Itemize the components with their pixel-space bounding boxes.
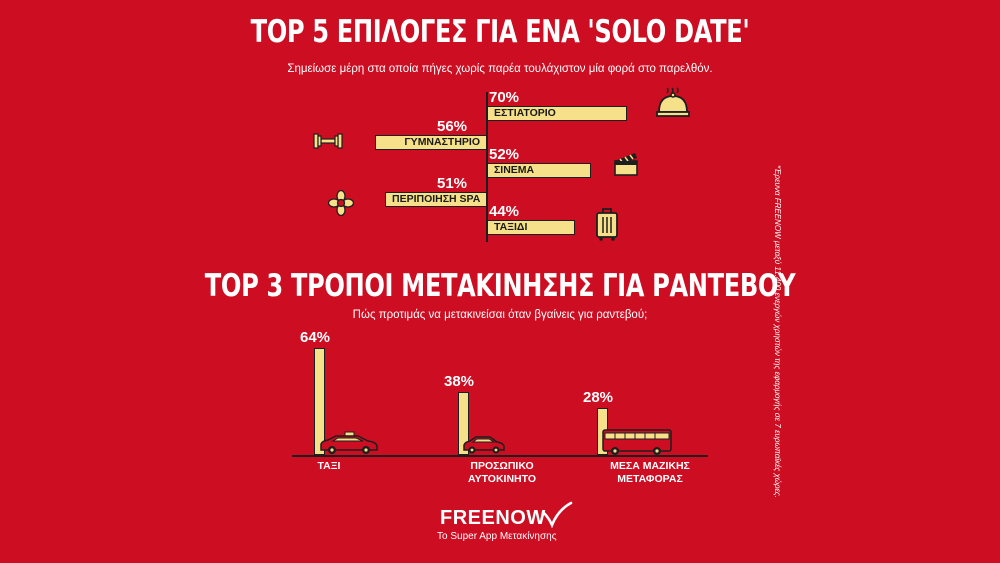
taxi-icon xyxy=(320,431,378,454)
chart1-value-label: 70% xyxy=(489,89,520,106)
bus-icon xyxy=(602,429,672,455)
survey-footnote: *Έρευνα FREENOW μεταξύ 11.400 ενεργών χρ… xyxy=(773,165,782,498)
dumbbell-icon xyxy=(313,133,343,149)
brand-check-icon xyxy=(541,501,573,528)
chart1-value-label: 56% xyxy=(437,118,468,135)
cloche-icon xyxy=(656,87,690,117)
brand-logo: FREENOW xyxy=(440,507,546,530)
chart2-bar-taxi xyxy=(314,348,325,455)
chart1-bar-spa: ΠΕΡΙΠΟΙΗΣΗ SPA xyxy=(385,192,487,207)
chart1-value-label: 44% xyxy=(489,203,520,220)
chart1-category-label: ΠΕΡΙΠΟΙΗΣΗ SPA xyxy=(392,193,481,205)
chart1-category-label: ΓΥΜΝΑΣΤΗΡΙΟ xyxy=(404,136,480,148)
chart2-baseline xyxy=(292,455,708,457)
chart1-category-label: ΤΑΞΙΔΙ xyxy=(494,221,528,233)
chart1-category-label: ΣΙΝΕΜΑ xyxy=(494,164,535,176)
clapperboard-icon xyxy=(614,153,638,176)
chart1-value-label: 52% xyxy=(489,146,520,163)
chart1-category-label: ΕΣΤΙΑΤΟΡΙΟ xyxy=(494,107,556,119)
chart2-subtitle: Πώς προτιμάς να μετακινείσαι όταν βγαίνε… xyxy=(352,309,648,321)
chart2-value-label: 28% xyxy=(583,389,614,407)
chart2-bar-car xyxy=(458,391,469,455)
chart2-title: TOP 3 ΤΡΟΠΟΙ ΜΕΤΑΚΙΝΗΣΗΣ ΓΙΑ ΡΑΝΤΕΒΟΥ xyxy=(204,268,796,304)
chart2-category-label: ΠΡΟΣΩΠΙΚΟ ΑΥΤΟΚΙΝΗΤΟ xyxy=(467,460,537,485)
flower-icon xyxy=(328,190,354,216)
chart1-bar-estiatorio: ΕΣΤΙΑΤΟΡΙΟ xyxy=(487,106,627,121)
chart1-bar-taxidi: ΤΑΞΙΔΙ xyxy=(487,220,575,235)
chart1-bar-gymnastirio: ΓΥΜΝΑΣΤΗΡΙΟ xyxy=(375,135,487,150)
brand-tagline: Το Super App Μετακίνησης xyxy=(437,531,557,542)
chart2-category-label: ΜΕΣΑ ΜΑΖΙΚΗΣ ΜΕΤΑΦΟΡΑΣ xyxy=(610,460,690,485)
chart1-bar-sinema: ΣΙΝΕΜΑ xyxy=(487,163,591,178)
chart1-subtitle: Σημείωσε μέρη στα οποία πήγες χωρίς παρέ… xyxy=(287,63,713,75)
suitcase-icon xyxy=(596,208,618,241)
chart1-title: TOP 5 ΕΠΙΛΟΓΕΣ ΓΙΑ ΕΝΑ 'SOLO DATE' xyxy=(250,14,750,50)
chart2-category-label: ΤΑΞΙ xyxy=(317,460,341,472)
car-icon xyxy=(463,436,505,454)
chart2-value-label: 64% xyxy=(300,329,331,347)
chart2-value-label: 38% xyxy=(444,372,475,390)
chart1-value-label: 51% xyxy=(437,175,468,192)
brand-name: FREENOW xyxy=(440,507,546,529)
